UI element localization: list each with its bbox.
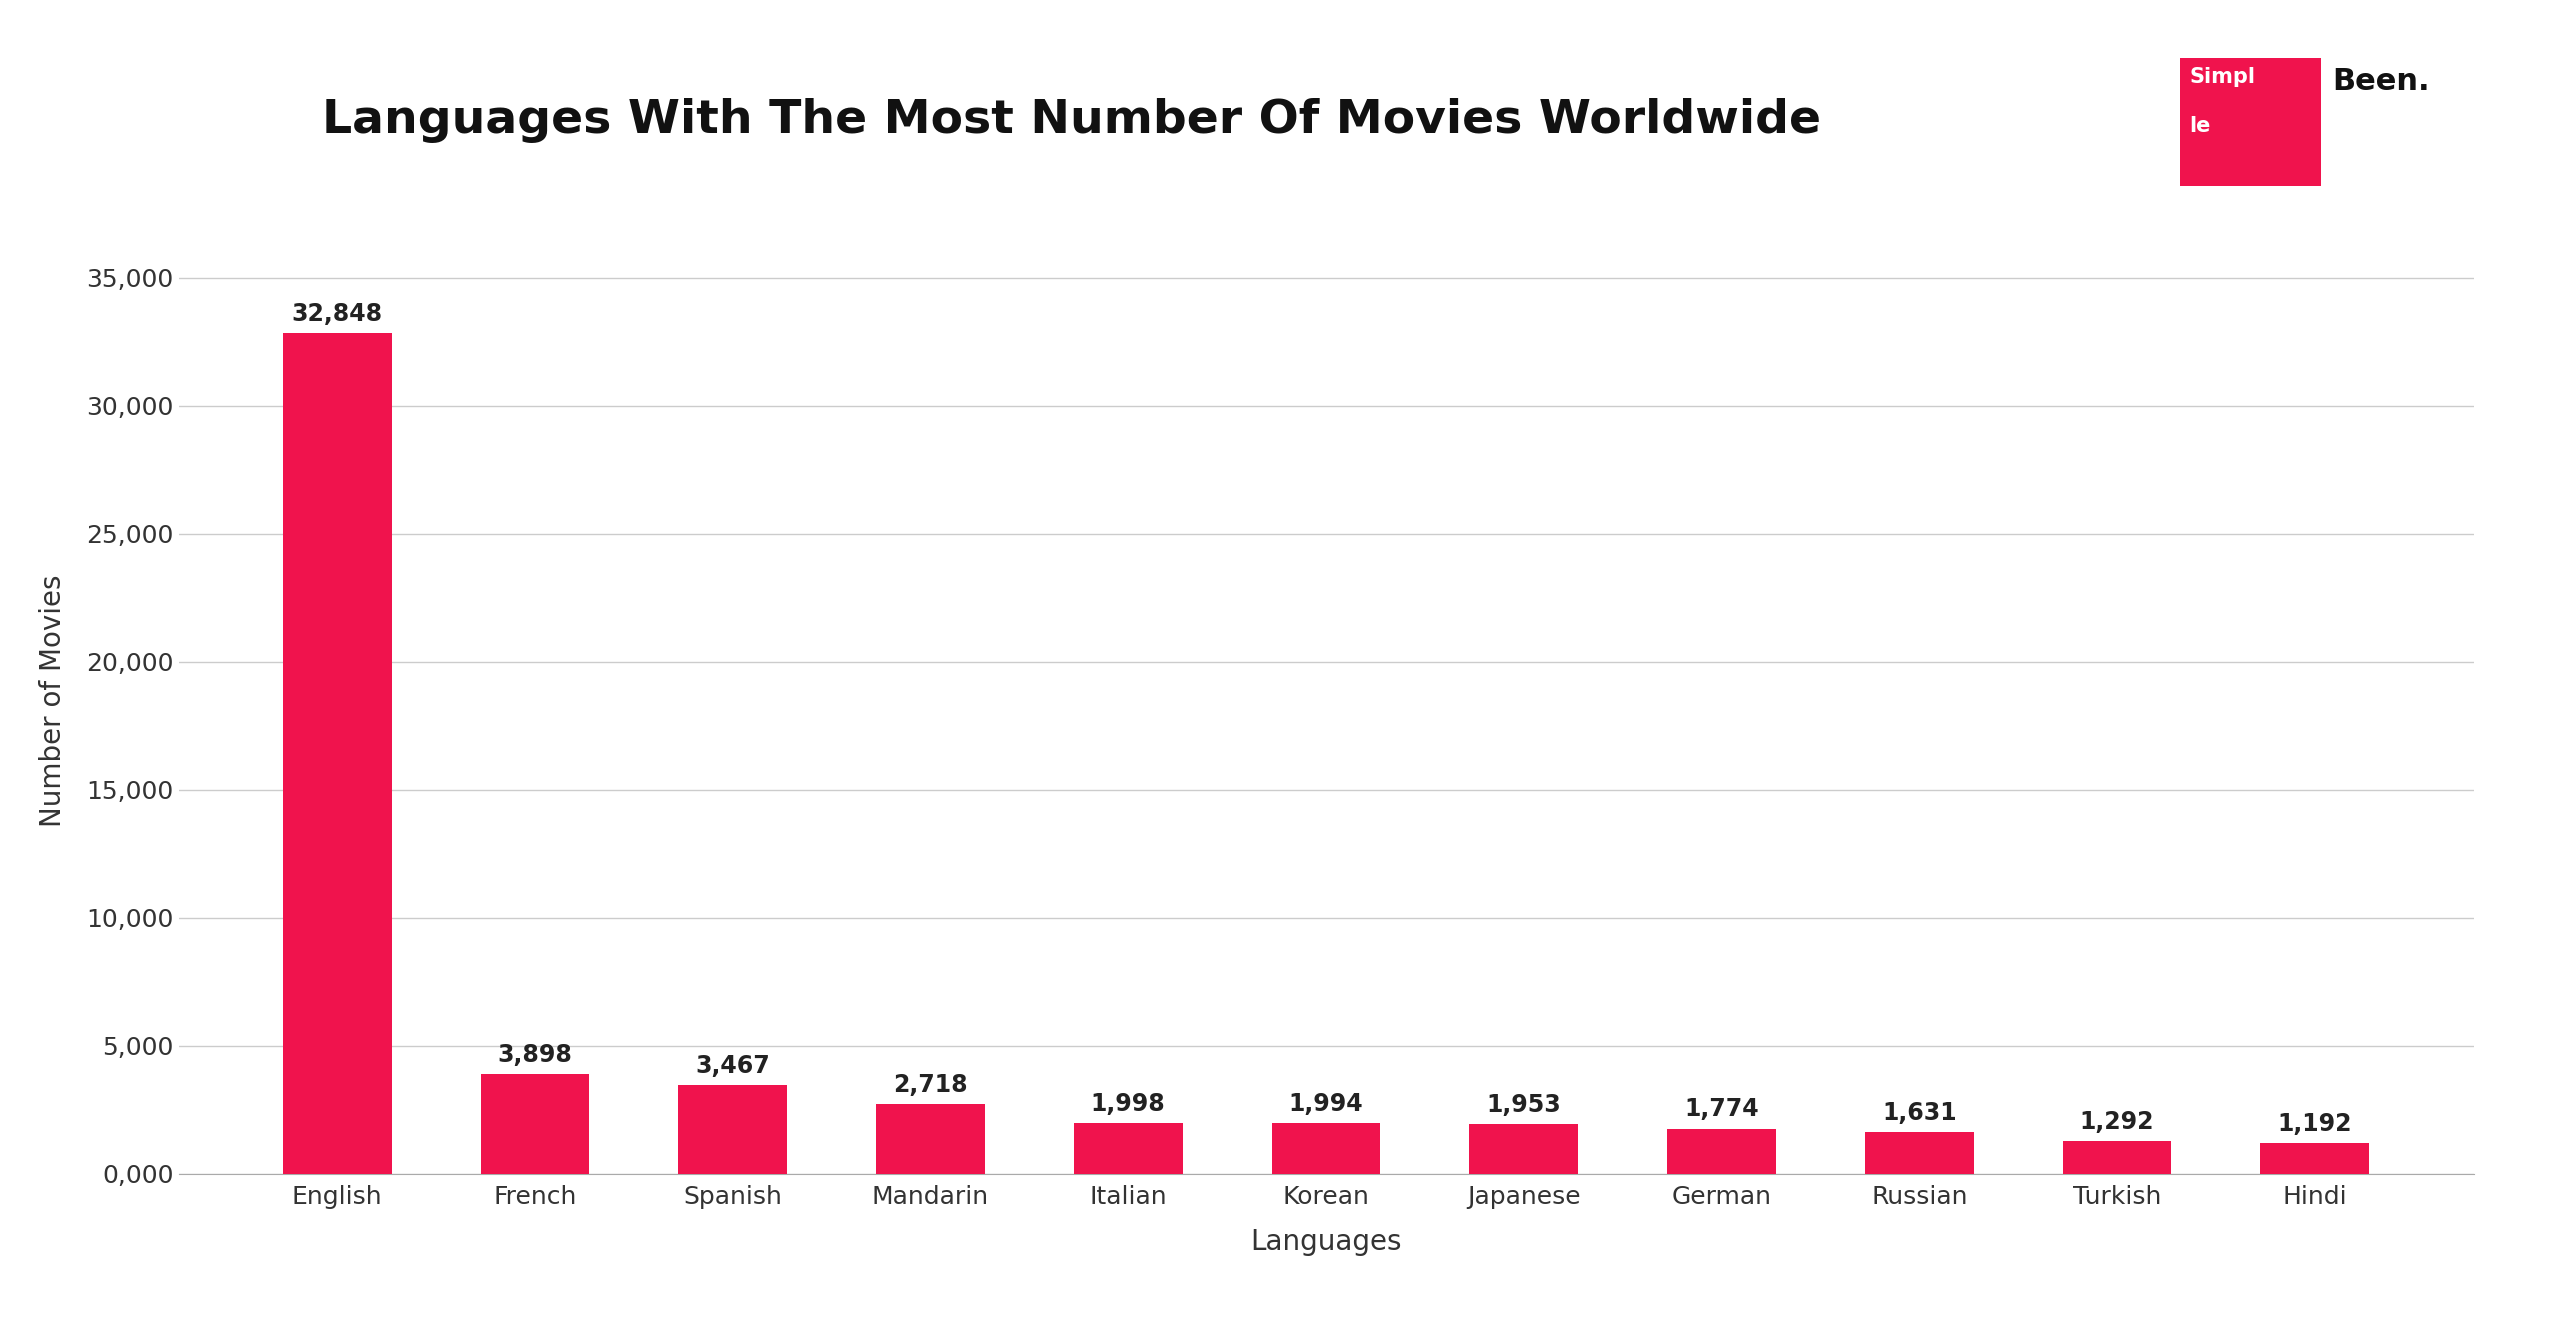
Text: 1,192: 1,192 (2277, 1113, 2351, 1137)
Bar (1469, 1125, 1578, 1174)
Bar (1668, 1129, 1775, 1174)
Text: 1,292: 1,292 (2081, 1110, 2155, 1134)
Bar (2063, 1141, 2173, 1174)
Text: Simpl: Simpl (2188, 68, 2254, 87)
Bar (877, 1105, 984, 1174)
Bar (2259, 1143, 2369, 1174)
Text: 1,953: 1,953 (1487, 1093, 1561, 1117)
FancyBboxPatch shape (2180, 57, 2320, 187)
X-axis label: Languages: Languages (1250, 1229, 1403, 1257)
Text: Languages With The Most Number Of Movies Worldwide: Languages With The Most Number Of Movies… (321, 97, 1821, 143)
Y-axis label: Number of Movies: Number of Movies (38, 574, 66, 827)
Text: 2,718: 2,718 (892, 1073, 969, 1097)
Text: le: le (2188, 116, 2211, 136)
Bar (479, 1074, 589, 1174)
Text: 1,998: 1,998 (1091, 1091, 1165, 1115)
Bar (1272, 1123, 1380, 1174)
Bar (283, 334, 393, 1174)
Text: Been.: Been. (2333, 68, 2430, 96)
Bar (1074, 1123, 1183, 1174)
Text: 1,994: 1,994 (1288, 1091, 1364, 1115)
Bar (678, 1085, 788, 1174)
Text: 1,774: 1,774 (1683, 1098, 1759, 1122)
Text: 32,848: 32,848 (291, 301, 382, 325)
Text: 3,898: 3,898 (497, 1043, 571, 1067)
Bar (1864, 1133, 1974, 1174)
Text: 1,631: 1,631 (1882, 1101, 1956, 1125)
Text: 3,467: 3,467 (696, 1054, 770, 1078)
